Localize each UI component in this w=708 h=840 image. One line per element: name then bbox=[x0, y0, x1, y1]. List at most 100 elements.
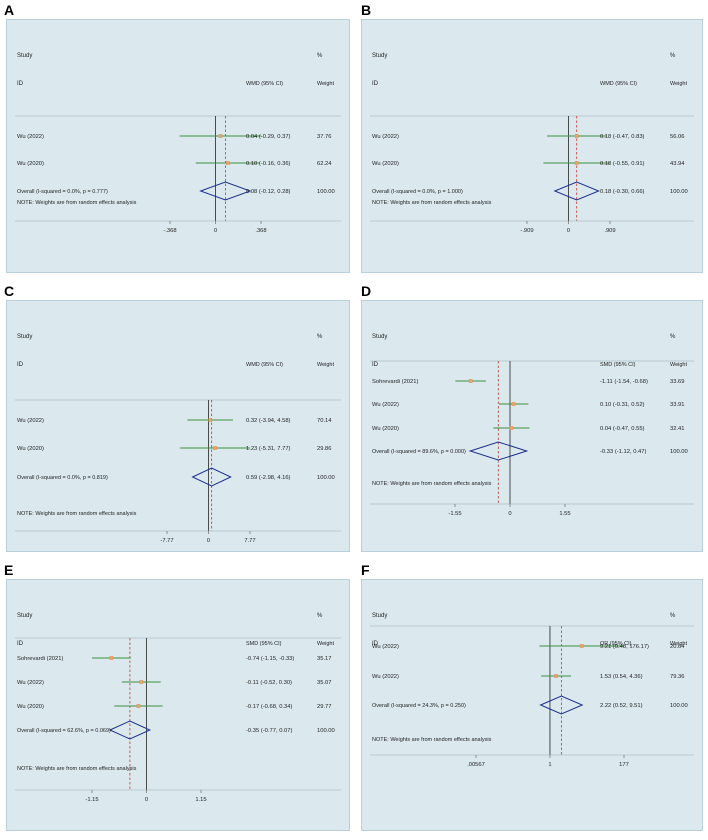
overall-weight: 100.00 bbox=[670, 449, 688, 455]
study-point bbox=[218, 134, 223, 138]
header-weight: Weight bbox=[317, 362, 334, 368]
overall-diamond bbox=[191, 467, 232, 487]
study-weight: 20.64 bbox=[670, 644, 685, 650]
study-label: Wu (2020) bbox=[17, 446, 44, 452]
panel-label-b: B bbox=[361, 2, 372, 18]
study-ci-text: -0.17 (-0.68, 0.34) bbox=[246, 704, 292, 710]
study-label: Wu (2022) bbox=[372, 402, 399, 408]
tick-label: 1.55 bbox=[559, 511, 570, 517]
tick-label: -1.15 bbox=[85, 797, 98, 803]
header-percent: % bbox=[670, 334, 676, 340]
study-weight: 79.36 bbox=[670, 674, 685, 680]
overall-label: Overall (I-squared = 0.0%, p = 0.777) bbox=[17, 189, 108, 195]
weights-note: NOTE: Weights are from random effects an… bbox=[372, 200, 492, 206]
study-ci-text: -1.11 (-1.54, -0.68) bbox=[600, 379, 648, 385]
tick-label: .368 bbox=[255, 228, 266, 234]
tick-label: 0 bbox=[508, 511, 511, 517]
study-weight: 29.86 bbox=[317, 446, 332, 452]
header-id: ID bbox=[372, 81, 379, 87]
header-study: Study bbox=[17, 334, 32, 340]
study-weight: 33.69 bbox=[670, 379, 685, 385]
header-effect: WMD (95% CI) bbox=[600, 81, 637, 87]
study-weight: 35.17 bbox=[317, 656, 332, 662]
study-point bbox=[509, 426, 514, 430]
overall-ci-text: -0.35 (-0.77, 0.07) bbox=[246, 728, 292, 734]
study-label: Sohrevardi (2021) bbox=[17, 656, 63, 662]
header-study: Study bbox=[372, 613, 387, 619]
forest-plot-d: Study% ID SMD (95% CI) Weight Sohrevardi (20… bbox=[361, 300, 703, 552]
tick-label: .909 bbox=[604, 228, 615, 234]
tick-label: .00567 bbox=[467, 762, 485, 768]
header-id: ID bbox=[17, 362, 24, 368]
header-study: Study bbox=[372, 53, 387, 59]
forest-svg-d: Study % ID SMD (95% CI) Weight Sohrevardi (20… bbox=[370, 334, 694, 517]
header-percent: % bbox=[670, 53, 676, 59]
study-weight: 32.41 bbox=[670, 426, 685, 432]
study-weight: 37.76 bbox=[317, 134, 332, 140]
header-percent: % bbox=[670, 613, 676, 619]
overall-diamond bbox=[553, 181, 600, 201]
header-weight: Weight bbox=[670, 81, 687, 87]
study-ci-text: 9.21 (0.48, 176.17) bbox=[600, 644, 649, 650]
weights-note: NOTE: Weights are from random effects an… bbox=[17, 511, 137, 517]
tick-label: -1.55 bbox=[448, 511, 461, 517]
header-id: ID bbox=[17, 81, 24, 87]
study-ci-text: 0.10 (-0.16, 0.36) bbox=[246, 161, 291, 167]
forest-plot-e: Study% ID SMD (95% CI) Weight Sohrevardi (20… bbox=[6, 579, 350, 831]
study-label: Wu (2022) bbox=[17, 134, 44, 140]
study-weight: 35.07 bbox=[317, 680, 332, 686]
study-ci-text: 0.10 (-0.31, 0.52) bbox=[600, 402, 645, 408]
study-point bbox=[511, 402, 516, 406]
study-point bbox=[574, 161, 579, 165]
study-weight: 62.24 bbox=[317, 161, 332, 167]
study-point bbox=[226, 161, 230, 165]
header-weight: Weight bbox=[317, 81, 334, 87]
overall-label: Overall (I-squared = 89.6%, p = 0.000) bbox=[372, 449, 466, 455]
study-point bbox=[208, 418, 213, 422]
header-effect: WMD (95% CI) bbox=[246, 362, 283, 368]
overall-label: Overall (I-squared = 0.0%, p = 0.819) bbox=[17, 475, 108, 481]
overall-weight: 100.00 bbox=[670, 189, 688, 195]
overall-weight: 100.00 bbox=[317, 728, 335, 734]
study-label: Sohrevardi (2021) bbox=[372, 379, 418, 385]
forest-svg-e: Study % ID SMD (95% CI) Weight Sohrevardi (20… bbox=[15, 613, 341, 803]
tick-label: 1 bbox=[548, 762, 551, 768]
tick-label: 0 bbox=[567, 228, 570, 234]
tick-label: -.909 bbox=[520, 228, 533, 234]
overall-label: Overall (I-squared = 24.3%, p = 0.250) bbox=[372, 703, 466, 709]
study-point bbox=[136, 704, 141, 708]
header-percent: % bbox=[317, 613, 323, 619]
overall-ci-text: 0.08 (-0.12, 0.28) bbox=[246, 189, 291, 195]
study-point bbox=[109, 656, 114, 660]
study-ci-text: 0.18 (-0.47, 0.83) bbox=[600, 134, 645, 140]
panel-label-c: C bbox=[4, 283, 15, 299]
study-label: Wu (2020) bbox=[17, 161, 44, 167]
study-point bbox=[468, 379, 473, 383]
weights-note: NOTE: Weights are from random effects an… bbox=[372, 737, 492, 743]
study-label: Wu (2022) bbox=[17, 680, 44, 686]
study-label: Wu (2022) bbox=[372, 134, 399, 140]
forest-plot-c: Study% ID WMD (95% CI) Weight Wu (2022) 0.32 … bbox=[6, 300, 350, 552]
header-id: ID bbox=[17, 641, 24, 647]
weights-note: NOTE: Weights are from random effects an… bbox=[17, 766, 137, 772]
study-ci-text: 0.18 (-0.55, 0.91) bbox=[600, 161, 645, 167]
header-effect: SMD (95% CI) bbox=[246, 641, 282, 647]
overall-diamond bbox=[468, 441, 529, 461]
tick-label: 177 bbox=[619, 762, 629, 768]
header-percent: % bbox=[317, 334, 323, 340]
forest-svg-b: Study % ID WMD (95% CI) Weight Wu (2022) 0.18 … bbox=[370, 53, 694, 234]
study-point bbox=[574, 134, 579, 138]
overall-ci-text: 0.18 (-0.30, 0.66) bbox=[600, 189, 645, 195]
tick-label: -7.77 bbox=[160, 538, 173, 544]
panel-label-a: A bbox=[4, 2, 15, 18]
header-id: ID bbox=[372, 641, 379, 647]
overall-weight: 100.00 bbox=[670, 703, 688, 709]
header-percent: % bbox=[317, 53, 323, 59]
panel-label-d: D bbox=[361, 283, 372, 299]
tick-label: 0 bbox=[145, 797, 148, 803]
header-effect: WMD (95% CI) bbox=[246, 81, 283, 87]
forest-svg-a: Study % ID WMD (95% CI) Weight Wu (2022) 0.04 … bbox=[15, 53, 341, 234]
study-point bbox=[139, 680, 144, 684]
study-label: Wu (2020) bbox=[372, 426, 399, 432]
study-ci-text: -0.74 (-1.15, -0.33) bbox=[246, 656, 294, 662]
